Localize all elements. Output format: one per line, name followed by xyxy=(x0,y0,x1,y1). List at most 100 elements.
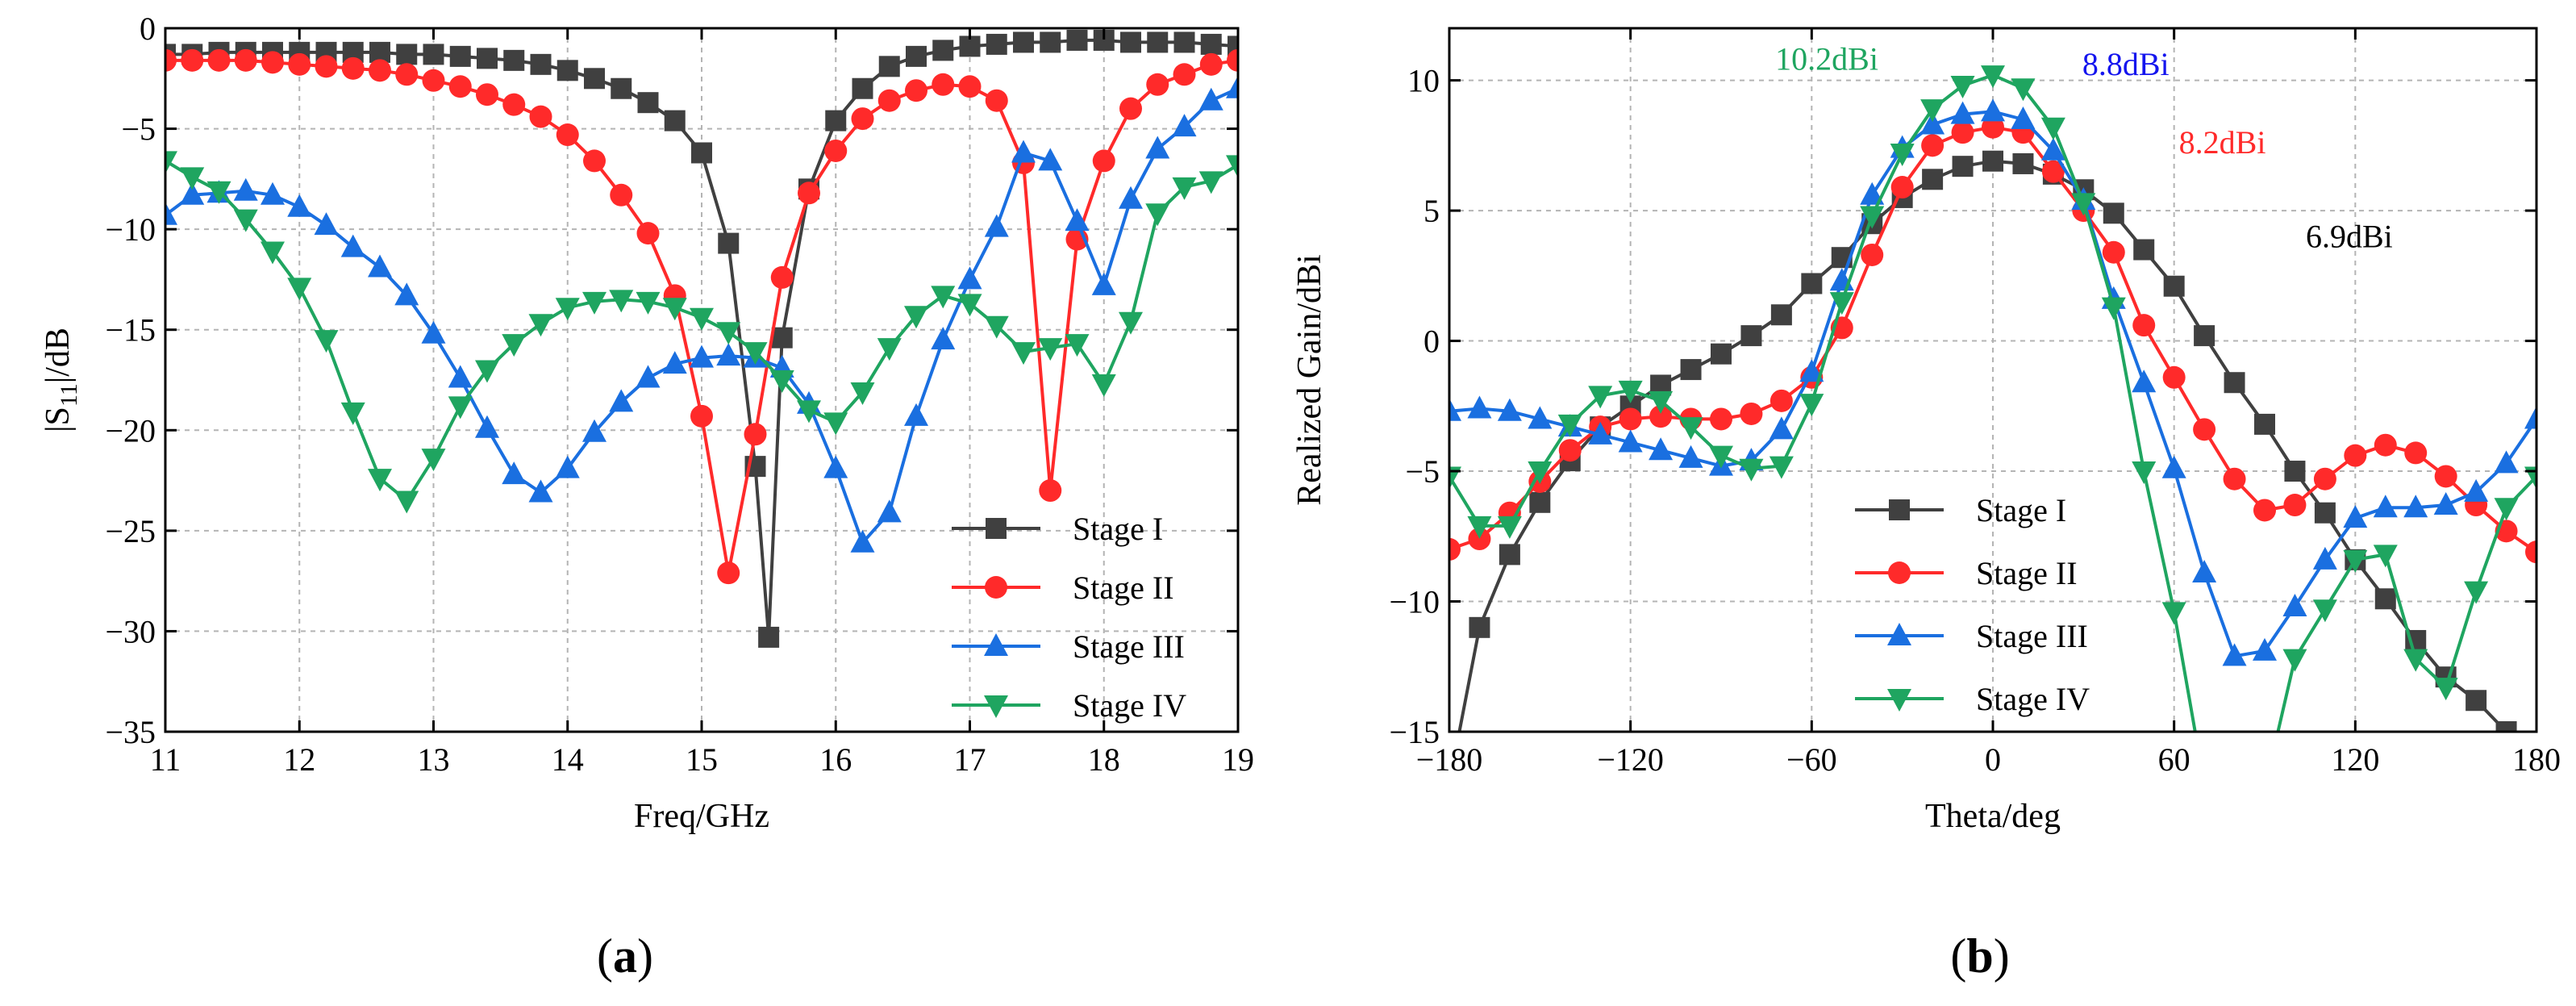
data-point xyxy=(2343,549,2368,573)
data-point xyxy=(2433,678,2458,701)
data-point xyxy=(984,315,1009,339)
data-point xyxy=(502,93,526,116)
panel-caption: (a) xyxy=(597,929,653,983)
data-point xyxy=(556,60,578,81)
data-point xyxy=(287,194,312,217)
data-point xyxy=(1040,31,1061,53)
y-tick-label: −15 xyxy=(1389,714,1440,750)
data-point xyxy=(1145,203,1170,227)
data-point xyxy=(2011,106,2036,130)
data-point xyxy=(984,214,1009,237)
data-point xyxy=(877,499,902,523)
data-point xyxy=(530,53,552,75)
data-point xyxy=(662,298,687,321)
y-tick-label: 0 xyxy=(140,10,156,47)
data-point xyxy=(1011,342,1036,365)
data-point xyxy=(181,48,204,72)
data-point xyxy=(502,461,527,485)
legend-label: Stage IV xyxy=(1073,687,1186,724)
data-point xyxy=(1920,99,1945,123)
data-point xyxy=(2041,160,2065,183)
data-point xyxy=(1119,97,1142,120)
data-point xyxy=(610,183,633,207)
data-point xyxy=(931,286,956,309)
data-point xyxy=(1678,445,1703,468)
data-point xyxy=(1558,439,1582,462)
data-point xyxy=(2464,478,2489,502)
data-point xyxy=(850,529,875,553)
data-point xyxy=(1091,374,1116,397)
data-point xyxy=(2133,239,2155,261)
data-point xyxy=(2464,581,2489,604)
data-point xyxy=(287,278,312,301)
caption-open: ( xyxy=(1950,929,1966,983)
data-point xyxy=(2254,413,2275,435)
legend-marker xyxy=(1887,623,1911,645)
data-point xyxy=(636,365,661,388)
data-point xyxy=(690,307,714,331)
data-point xyxy=(340,402,365,425)
data-point xyxy=(1770,304,1792,326)
data-point xyxy=(448,75,472,98)
data-point xyxy=(1226,75,1238,98)
legend-label: Stage IV xyxy=(1976,681,2090,717)
data-point xyxy=(1921,134,1945,157)
data-point xyxy=(1120,31,1141,53)
chart-panel-b: −180 −120 −60 0 60 120 180 10 5 0 −5 −10 −15 Theta/de… xyxy=(1291,27,2561,983)
data-point xyxy=(1467,516,1492,539)
data-point xyxy=(1678,417,1703,440)
data-point xyxy=(2253,499,2276,522)
data-point xyxy=(2373,495,2398,518)
data-point xyxy=(798,182,820,205)
x-tick-label: −120 xyxy=(1597,741,1664,778)
data-point xyxy=(1226,155,1238,178)
data-point xyxy=(2494,498,2519,521)
data-point xyxy=(1198,87,1223,111)
data-point xyxy=(180,167,205,190)
data-point xyxy=(1172,114,1197,137)
data-point xyxy=(1039,479,1062,503)
y-tick-label: 10 xyxy=(1407,63,1440,99)
data-point xyxy=(261,241,285,265)
data-point xyxy=(1829,292,1854,315)
data-point xyxy=(1065,334,1090,357)
x-tick-label: −60 xyxy=(1786,741,1837,778)
data-point xyxy=(2343,505,2368,528)
data-point xyxy=(2192,559,2217,582)
data-point xyxy=(2374,433,2397,457)
data-point xyxy=(1172,177,1197,200)
data-point xyxy=(1769,416,1794,440)
data-point xyxy=(1497,398,1522,421)
data-point xyxy=(2466,690,2487,712)
x-axis-label: Theta/deg xyxy=(1925,798,2061,835)
data-point xyxy=(261,182,285,205)
data-point xyxy=(1147,31,1169,53)
y-tick-label: −35 xyxy=(105,714,156,750)
data-point xyxy=(528,314,553,337)
data-point xyxy=(288,52,311,76)
data-point xyxy=(2282,649,2307,672)
caption-close: ) xyxy=(637,929,653,983)
panel-caption: (b) xyxy=(1950,929,2009,983)
data-point xyxy=(449,45,471,67)
y-tick-label: −30 xyxy=(105,613,156,649)
data-point xyxy=(716,343,741,366)
series-group xyxy=(1449,65,2536,732)
data-point xyxy=(1799,394,1824,417)
data-point xyxy=(2374,588,2396,610)
data-point xyxy=(314,212,339,236)
data-point xyxy=(2223,467,2246,490)
data-point xyxy=(1799,359,1824,382)
data-point xyxy=(636,222,660,245)
data-point xyxy=(1740,325,1762,347)
data-point xyxy=(421,320,446,344)
legend-marker xyxy=(985,576,1007,599)
data-point xyxy=(825,110,847,131)
data-point xyxy=(2163,275,2185,297)
data-point xyxy=(2011,78,2036,102)
data-point xyxy=(957,266,982,290)
data-point xyxy=(2404,441,2428,465)
data-point xyxy=(2525,541,2536,564)
data-point xyxy=(2040,137,2065,161)
data-point xyxy=(2433,492,2458,516)
